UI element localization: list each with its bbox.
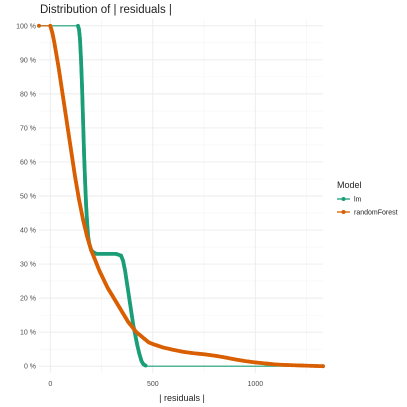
y-tick-label: 10 % xyxy=(20,330,36,337)
legend-key-point xyxy=(341,197,346,201)
y-tick-label: 60 % xyxy=(20,159,36,166)
y-tick-label: 20 % xyxy=(20,296,36,303)
data-point-randomforest xyxy=(321,364,325,369)
series-lm xyxy=(37,23,325,369)
legend-item-lm: lm xyxy=(337,197,362,204)
grid xyxy=(39,19,323,373)
y-tick-label: 50 % xyxy=(20,194,36,201)
x-tick-label: 500 xyxy=(147,381,159,388)
x-axis-ticks: 0 500 1000 xyxy=(48,381,263,388)
series-randomforest xyxy=(37,23,325,369)
data-point-lm xyxy=(143,363,148,368)
legend-title: Model xyxy=(337,180,362,190)
y-tick-label: 40 % xyxy=(20,228,36,235)
legend-label: randomForest xyxy=(354,210,398,217)
legend-key-point xyxy=(341,210,346,214)
y-tick-label: 100 % xyxy=(16,23,36,30)
x-tick-label: 0 xyxy=(48,381,52,388)
y-tick-label: 0 % xyxy=(24,364,36,371)
x-axis-label: | residuals | xyxy=(159,393,205,403)
legend-item-randomforest: randomForest xyxy=(337,210,398,217)
y-tick-label: 30 % xyxy=(20,262,36,269)
y-tick-label: 80 % xyxy=(20,91,36,98)
y-tick-label: 90 % xyxy=(20,57,36,64)
y-tick-label: 70 % xyxy=(20,125,36,132)
legend-label: lm xyxy=(354,197,362,204)
chart-title: Distribution of | residuals | xyxy=(40,4,172,16)
x-tick-label: 1000 xyxy=(248,381,264,388)
y-axis-ticks: 0 % 10 % 20 % 30 % 40 % 50 % 60 % 70 % 80 % 90 % 1… xyxy=(16,23,36,370)
data-point-randomforest xyxy=(37,23,41,28)
legend: Model lm randomForest xyxy=(337,180,398,217)
series-layer xyxy=(37,23,325,369)
